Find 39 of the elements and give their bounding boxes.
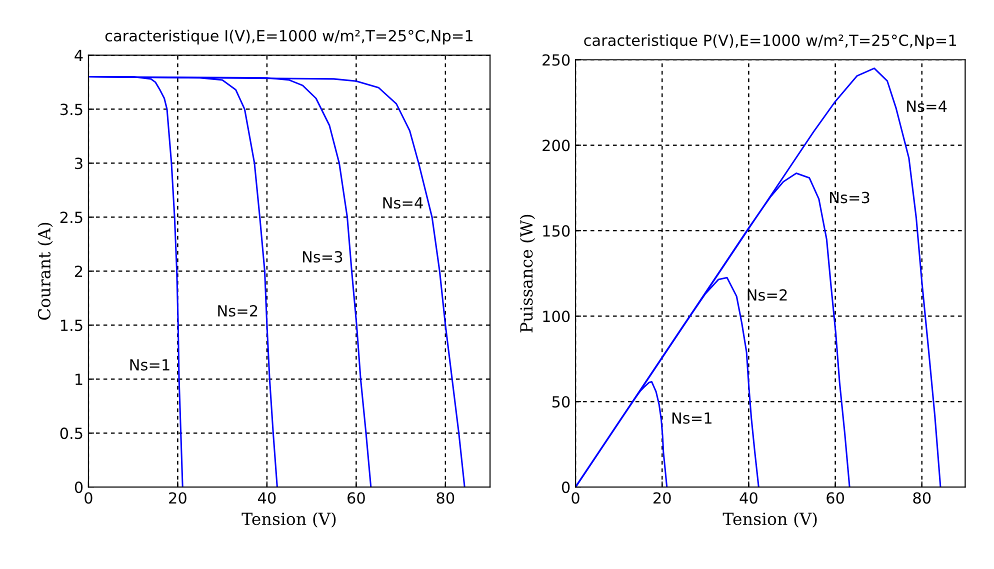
annotation: Ns=2	[748, 289, 787, 301]
annotation: Ns=4	[383, 197, 423, 209]
x-tick-label: 80	[436, 492, 454, 504]
x-tick-label: 80	[913, 492, 931, 504]
y-tick-label: 100	[543, 310, 570, 322]
y-tick-label: 0	[562, 482, 570, 494]
y-tick-label: 3	[75, 158, 82, 170]
y-tick-label: 3.5	[60, 104, 82, 116]
y-tick-label: 200	[542, 140, 570, 152]
y-tick-label: 2.5	[60, 212, 82, 224]
x-tick-label: 20	[654, 492, 671, 504]
x-tick-label: 40	[258, 492, 276, 504]
x-tick-label: 60	[348, 492, 365, 504]
y-tick-label: 0.5	[60, 428, 82, 440]
y-tick-label: 50	[552, 396, 570, 408]
y-tick-label: 1.5	[60, 320, 82, 332]
x-tick-label: 40	[740, 492, 758, 504]
annotation: Ns=1	[672, 412, 712, 424]
y-axis-title: Puissance (W)	[520, 214, 536, 332]
annotation: Ns=3	[830, 192, 870, 204]
y-tick-label: 150	[543, 225, 570, 237]
y-axis-title: Courant (A)	[38, 222, 53, 320]
y-tick-label: 1	[76, 374, 82, 385]
x-tick-label: 60	[826, 492, 844, 504]
chart-title: caracteristique P(V),E=1000 w/m²,T=25°C,Np=1	[584, 34, 956, 50]
annotation: Ns=2	[218, 305, 258, 317]
x-axis-title: Tension (V)	[242, 512, 336, 528]
x-tick-label: 0	[84, 492, 92, 504]
x-axis-title: Tension (V)	[722, 512, 817, 528]
x-tick-label: 20	[169, 492, 186, 504]
chart-title: caracteristique I(V),E=1000 w/m²,T=25°C,Np=1	[105, 30, 473, 44]
y-tick-label: 250	[542, 54, 570, 66]
annotation: Ns=4	[907, 100, 947, 112]
x-tick-label: 0	[572, 492, 580, 504]
annotation: Ns=3	[302, 251, 342, 263]
annotation: Ns=1	[130, 359, 170, 371]
y-tick-label: 4	[74, 50, 83, 61]
y-tick-label: 2	[75, 266, 82, 277]
y-tick-label: 0	[74, 482, 83, 494]
